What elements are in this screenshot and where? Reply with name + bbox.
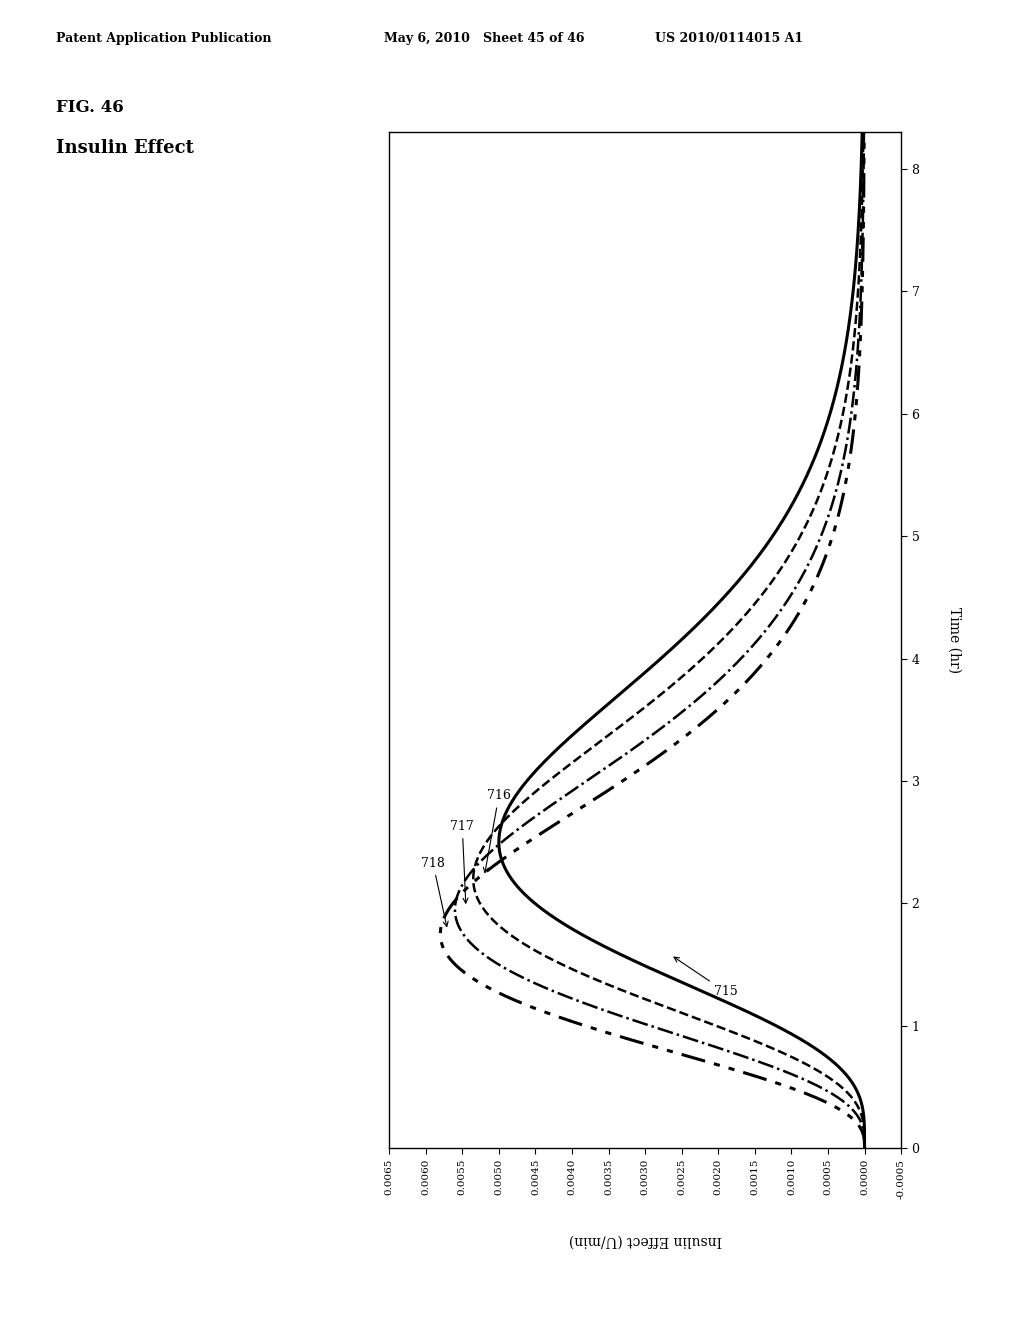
Text: Insulin Effect (U/min): Insulin Effect (U/min) bbox=[568, 1233, 722, 1247]
Text: FIG. 46: FIG. 46 bbox=[56, 99, 124, 116]
Text: Insulin Effect: Insulin Effect bbox=[56, 139, 195, 157]
Text: Patent Application Publication: Patent Application Publication bbox=[56, 32, 271, 45]
Text: US 2010/0114015 A1: US 2010/0114015 A1 bbox=[655, 32, 804, 45]
Y-axis label: Time (hr): Time (hr) bbox=[947, 607, 962, 673]
Text: May 6, 2010   Sheet 45 of 46: May 6, 2010 Sheet 45 of 46 bbox=[384, 32, 585, 45]
Text: 715: 715 bbox=[674, 957, 737, 998]
Text: 717: 717 bbox=[451, 820, 474, 903]
Text: 716: 716 bbox=[483, 789, 511, 873]
Text: 718: 718 bbox=[421, 857, 449, 927]
